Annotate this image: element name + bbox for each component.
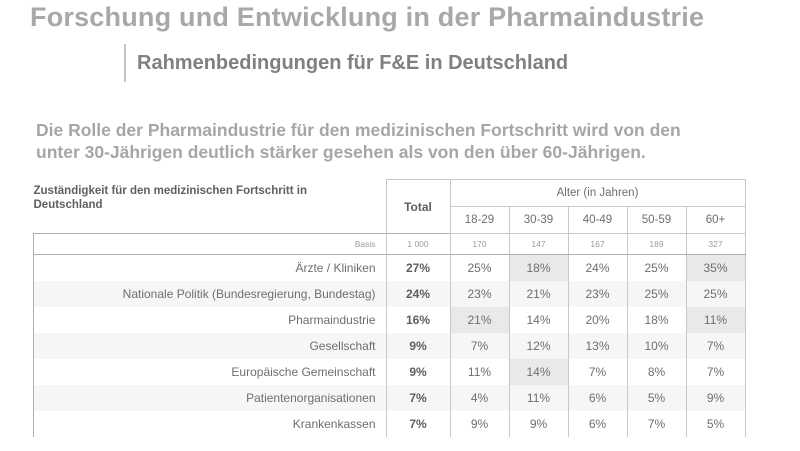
- row-label: Gesellschaft: [33, 333, 386, 359]
- row-total: 24%: [385, 281, 451, 307]
- row-total: 9%: [385, 333, 451, 359]
- row-total: 7%: [385, 411, 451, 437]
- lead-line-2: unter 30-Jährigen deutlich stärker geseh…: [36, 142, 646, 162]
- table-body: Ärzte / Kliniken 27% 25% 18% 24% 25% 35% Nation…: [33, 254, 746, 437]
- age-cell: 21%: [509, 281, 569, 307]
- age-cell: 18%: [627, 307, 687, 333]
- age-cell: 25%: [450, 254, 510, 281]
- table-row: Krankenkassen 7% 9% 9% 6% 7% 5%: [33, 411, 746, 437]
- age-column-header: 40-49: [568, 206, 628, 234]
- age-cell: 24%: [568, 254, 628, 281]
- age-cell: 14%: [509, 307, 569, 333]
- age-cell: 7%: [568, 359, 628, 385]
- row-total: 16%: [385, 307, 451, 333]
- row-label: Europäische Gemeinschaft: [33, 359, 386, 385]
- age-cell: 13%: [568, 333, 628, 359]
- basis-age-cell: 170: [450, 233, 510, 255]
- age-cell: 11%: [509, 385, 569, 411]
- lead-text: Die Rolle der Pharmaindustrie für den me…: [36, 119, 756, 163]
- results-table: Zuständigkeit für den medizinischen Fort…: [33, 179, 746, 437]
- age-cell: 7%: [450, 333, 510, 359]
- age-cell: 20%: [568, 307, 628, 333]
- basis-total: 1 000: [385, 233, 451, 255]
- row-label: Krankenkassen: [33, 411, 386, 437]
- table-row: Patientenorganisationen 7% 4% 11% 6% 5% 9%: [33, 385, 746, 411]
- table-row: Ärzte / Kliniken 27% 25% 18% 24% 25% 35%: [33, 254, 746, 281]
- question-header: Zuständigkeit für den medizinischen Fort…: [34, 180, 387, 234]
- age-cell: 25%: [686, 281, 746, 307]
- total-header: Total: [385, 179, 451, 234]
- age-cell: 7%: [686, 359, 746, 385]
- basis-label: Basis: [33, 233, 386, 255]
- age-cell: 25%: [627, 254, 687, 281]
- table-row: Gesellschaft 9% 7% 12% 13% 10% 7%: [33, 333, 746, 359]
- age-cell: 7%: [627, 411, 687, 437]
- age-column-header: 18-29: [450, 206, 510, 234]
- age-cell: 11%: [686, 307, 746, 333]
- age-cell: 9%: [450, 411, 510, 437]
- table-row: Pharmaindustrie 16% 21% 14% 20% 18% 11%: [33, 307, 746, 333]
- age-cell: 21%: [450, 307, 510, 333]
- age-cell: 6%: [568, 385, 628, 411]
- basis-age-cell: 147: [509, 233, 569, 255]
- row-total: 7%: [385, 385, 451, 411]
- question-line-1: Zuständigkeit für den medizinischen Fort…: [33, 184, 307, 197]
- age-cell: 35%: [686, 254, 746, 281]
- lead-line-1: Die Rolle der Pharmaindustrie für den me…: [36, 120, 681, 140]
- table-row: Europäische Gemeinschaft 9% 11% 14% 7% 8% 7%: [33, 359, 746, 385]
- age-cell: 18%: [509, 254, 569, 281]
- row-label: Pharmaindustrie: [33, 307, 386, 333]
- age-group-header: Alter (in Jahren): [450, 179, 746, 207]
- row-label: Ärzte / Kliniken: [33, 254, 386, 281]
- age-column-header: 60+: [686, 206, 746, 234]
- age-cell: 25%: [627, 281, 687, 307]
- age-cell: 9%: [686, 385, 746, 411]
- age-cell: 10%: [627, 333, 687, 359]
- row-label: Nationale Politik (Bundesregierung, Bund…: [33, 281, 386, 307]
- basis-age-cell: 189: [627, 233, 687, 255]
- age-cell: 23%: [568, 281, 628, 307]
- age-cell: 23%: [450, 281, 510, 307]
- age-cell: 8%: [627, 359, 687, 385]
- basis-age-cell: 167: [568, 233, 628, 255]
- age-cell: 12%: [509, 333, 569, 359]
- age-cell: 4%: [450, 385, 510, 411]
- page-subtitle: Rahmenbedingungen für F&E in Deutschland: [137, 52, 569, 74]
- row-label: Patientenorganisationen: [33, 385, 386, 411]
- basis-row: Basis 1 000 170 147 167 189 327: [33, 233, 746, 255]
- age-cell: 6%: [568, 411, 628, 437]
- age-column-header: 50-59: [627, 206, 687, 234]
- age-cell: 9%: [509, 411, 569, 437]
- age-cell: 11%: [450, 359, 510, 385]
- age-cell: 14%: [509, 359, 569, 385]
- subtitle-divider: [124, 44, 126, 82]
- age-cell: 5%: [686, 411, 746, 437]
- row-total: 9%: [385, 359, 451, 385]
- page-title: Forschung und Entwicklung in der Pharmai…: [30, 2, 705, 32]
- age-cell: 5%: [627, 385, 687, 411]
- question-line-2: Deutschland: [33, 198, 103, 211]
- age-cell: 7%: [686, 333, 746, 359]
- row-total: 27%: [385, 254, 451, 281]
- age-column-header: 30-39: [509, 206, 569, 234]
- basis-age-cell: 327: [686, 233, 746, 255]
- table-row: Nationale Politik (Bundesregierung, Bund…: [33, 281, 746, 307]
